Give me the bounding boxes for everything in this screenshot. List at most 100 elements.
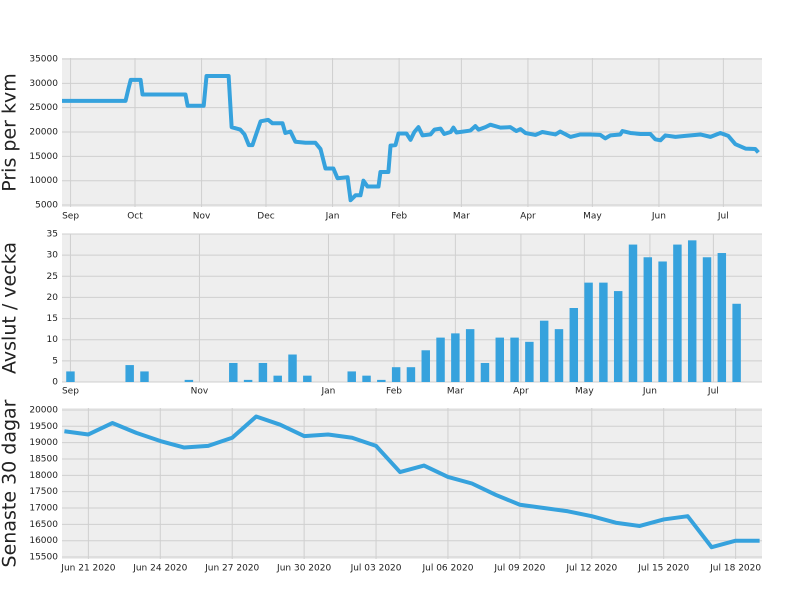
y-tick-label: 0 [52,378,58,388]
bar [391,367,401,382]
x-tick-label: Sep [62,387,79,397]
y-tick-label: 18000 [29,471,58,481]
x-tick-label: Jun [651,212,666,222]
y-tick-label: 5000 [35,201,58,211]
y-tick-label: 17000 [29,504,58,514]
line [62,74,760,203]
bar [406,367,416,382]
bar [702,257,712,382]
x-tick-label: Jun 27 2020 [204,564,259,574]
y-tick-label: 20000 [29,405,58,415]
y-tick-label: 19500 [29,422,58,432]
bar [569,308,579,382]
y-tick-label: 35 [47,230,58,240]
y-tick-label: 20000 [29,128,58,138]
x-tick-label: Jan [325,212,340,222]
plot-background [62,408,762,559]
y-tick-label: 18500 [29,454,58,464]
bar [554,329,564,382]
y-tick-label: 10000 [29,176,58,186]
x-tick-label: Nov [191,387,209,397]
x-tick-label: Dec [257,212,274,222]
bar [525,341,534,382]
x-tick-label: Jun [642,387,657,397]
bar [539,320,549,382]
bar [125,365,134,382]
y-axis-label: Senaste 30 dagar [0,399,21,567]
x-tick-label: May [575,387,594,397]
bar [451,333,460,382]
x-tick-label: Jul 12 2020 [565,564,617,574]
bar [436,337,445,382]
plot-background [62,234,762,382]
x-tick-label: Feb [391,212,407,222]
x-tick-label: Jun 21 2020 [60,564,115,574]
x-tick-label: Jul 15 2020 [637,564,689,574]
bar [732,303,741,382]
y-tick-label: 15000 [29,152,58,162]
bar [258,362,268,382]
bar [273,375,282,382]
bar [229,362,238,382]
y-tick-label: 10 [47,335,59,345]
x-tick-label: May [583,212,602,222]
y-axis-label: Pris per kvm [0,73,21,192]
panel: 5000 10000 15000 20000 25000 30000 35000 Sep Oct… [0,54,762,222]
x-tick-label: Feb [386,387,402,397]
bar [347,371,356,382]
bar [243,379,253,382]
bar [717,253,727,382]
bar [66,371,75,382]
x-tick-label: Jul 03 2020 [350,564,402,574]
x-tick-label: Jul 09 2020 [493,564,545,574]
x-tick-label: Jul 06 2020 [421,564,473,574]
bar [628,244,638,382]
bar [495,337,504,382]
x-tick-label: Sep [62,212,79,222]
x-tick-label: Apr [520,212,536,222]
x-tick-label: Mar [447,387,464,397]
bar [613,291,623,382]
bar [288,354,297,382]
x-tick-label: Jan [321,387,336,397]
bar [643,257,653,382]
y-tick-label: 35000 [29,54,58,64]
y-tick-label: 15500 [29,553,58,563]
y-tick-label: 30000 [29,79,58,89]
bar [510,337,519,382]
bar [584,282,593,382]
x-tick-label: Nov [193,212,211,222]
bar [362,375,371,382]
x-tick-label: Jul 18 2020 [709,564,761,574]
y-axis-label: Avslut / vecka [0,242,21,374]
bar [421,350,430,382]
y-tick-label: 5 [52,356,58,366]
y-tick-label: 19000 [29,438,58,448]
bar [687,240,697,382]
bar [658,261,667,382]
x-tick-label: Apr [513,387,529,397]
y-tick-label: 16500 [29,520,58,530]
bar [184,379,194,382]
bar [303,375,312,382]
y-tick-label: 17500 [29,487,58,497]
y-tick-label: 25000 [29,103,58,113]
bar [673,244,682,382]
panel: 15500 16000 16500 17000 17500 18000 18500 19000… [0,399,762,574]
panel: 0 5 10 15 20 25 30 35 Sep Nov Jan Feb Mar Apr May Jun Ju… [0,230,762,397]
y-tick-label: 25 [47,272,58,282]
y-tick-label: 16000 [29,536,58,546]
bar [377,379,386,382]
y-tick-label: 15 [47,314,58,324]
x-tick-label: Mar [453,212,470,222]
x-tick-label: Jul [717,212,729,222]
x-tick-label: Oct [127,212,143,222]
bar [140,371,149,382]
line [64,414,760,550]
bar [599,282,608,382]
bar [480,362,490,382]
bar [465,329,475,382]
x-tick-label: Jun 30 2020 [276,564,331,574]
x-tick-label: Jun 24 2020 [132,564,187,574]
